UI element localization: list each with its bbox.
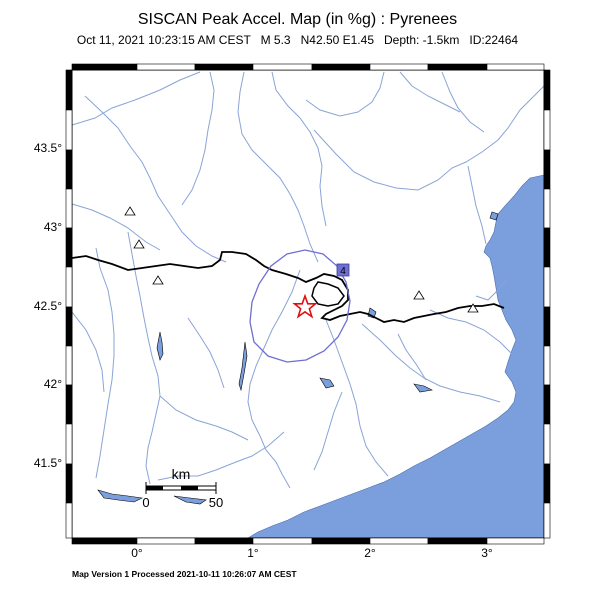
frame-segment bbox=[65, 463, 73, 504]
frame-segment bbox=[486, 537, 545, 545]
lon-tick-label: 0° bbox=[131, 546, 143, 560]
map-version-footer: Map Version 1 Processed 2021-10-11 10:26… bbox=[72, 569, 297, 579]
town-markers bbox=[124, 206, 479, 313]
mediterranean-sea bbox=[247, 174, 544, 538]
map-frame bbox=[65, 63, 551, 545]
rivers bbox=[72, 71, 544, 489]
map-area: 4 bbox=[72, 70, 544, 538]
pga-contour bbox=[249, 249, 351, 363]
lon-tick-labels: 0° 1° 2° 3° bbox=[131, 546, 493, 560]
lon-tick-label: 1° bbox=[247, 546, 259, 560]
frame-segment bbox=[543, 306, 551, 347]
france-spain-border bbox=[72, 251, 505, 323]
town-triangle bbox=[152, 275, 164, 285]
frame-segment bbox=[543, 109, 551, 151]
frame-segment bbox=[65, 266, 73, 308]
frame-segment bbox=[136, 63, 196, 71]
lat-tick-label: 43° bbox=[44, 220, 62, 234]
lat-tick-labels: 43.5° 43° 42.5° 42° 41.5° bbox=[34, 141, 62, 470]
lakes bbox=[97, 211, 499, 505]
frame-segment bbox=[543, 149, 551, 190]
town-triangle bbox=[467, 303, 479, 313]
frame-segment bbox=[311, 63, 371, 71]
lat-tick-label: 43.5° bbox=[34, 141, 62, 155]
scale-start-label: 0 bbox=[142, 495, 149, 510]
frame-segment bbox=[65, 109, 73, 151]
frame-segment bbox=[543, 345, 551, 386]
town-triangle bbox=[413, 290, 425, 300]
frame-segment bbox=[65, 423, 73, 465]
town-triangle bbox=[133, 239, 145, 249]
frame-segment bbox=[71, 537, 138, 545]
town-triangle bbox=[124, 206, 136, 216]
frame-segment bbox=[65, 345, 73, 386]
contour-label: 4 bbox=[340, 266, 346, 277]
frame-segment bbox=[65, 384, 73, 425]
frame-segment bbox=[65, 188, 73, 229]
frame-segment bbox=[194, 63, 254, 71]
frame-segment bbox=[136, 537, 196, 545]
frame-segment bbox=[252, 537, 313, 545]
lat-tick-label: 42.5° bbox=[34, 299, 62, 313]
frame-segment bbox=[65, 69, 73, 111]
frame-segment bbox=[65, 306, 73, 347]
frame-segment bbox=[427, 63, 488, 71]
frame-segment bbox=[543, 266, 551, 308]
lat-tick-label: 41.5° bbox=[34, 456, 62, 470]
scale-unit: km bbox=[172, 466, 191, 482]
frame-segment bbox=[543, 227, 551, 268]
lat-tick-label: 42° bbox=[44, 377, 62, 391]
frame-segment bbox=[543, 463, 551, 504]
scale-end-label: 50 bbox=[209, 495, 223, 510]
frame-segment bbox=[194, 537, 254, 545]
frame-segment bbox=[543, 423, 551, 465]
andorra-border bbox=[311, 281, 345, 307]
frame-segment bbox=[252, 63, 313, 71]
frame-segment bbox=[369, 537, 429, 545]
frame-segment bbox=[486, 63, 545, 71]
contour-label-box bbox=[336, 263, 350, 277]
map-title: SISCAN Peak Accel. Map (in %g) : Pyrenee… bbox=[137, 11, 458, 28]
frame-segment bbox=[65, 502, 73, 539]
lon-tick-label: 2° bbox=[364, 546, 376, 560]
frame-segment bbox=[65, 227, 73, 268]
frame-segment bbox=[427, 537, 488, 545]
frame-segment bbox=[543, 188, 551, 229]
frame-segment bbox=[311, 537, 371, 545]
lon-tick-label: 3° bbox=[481, 546, 493, 560]
frame-segment bbox=[369, 63, 429, 71]
frame-segment bbox=[71, 63, 138, 71]
scale-bar bbox=[145, 482, 217, 494]
frame-segment bbox=[543, 69, 551, 111]
event-info: Oct 11, 2021 10:23:15 AM CEST M 5.3 N42.… bbox=[76, 33, 519, 47]
frame-segment bbox=[65, 149, 73, 190]
frame-segment bbox=[543, 502, 551, 539]
epicenter-star-icon bbox=[292, 293, 318, 319]
frame-segment bbox=[543, 384, 551, 425]
